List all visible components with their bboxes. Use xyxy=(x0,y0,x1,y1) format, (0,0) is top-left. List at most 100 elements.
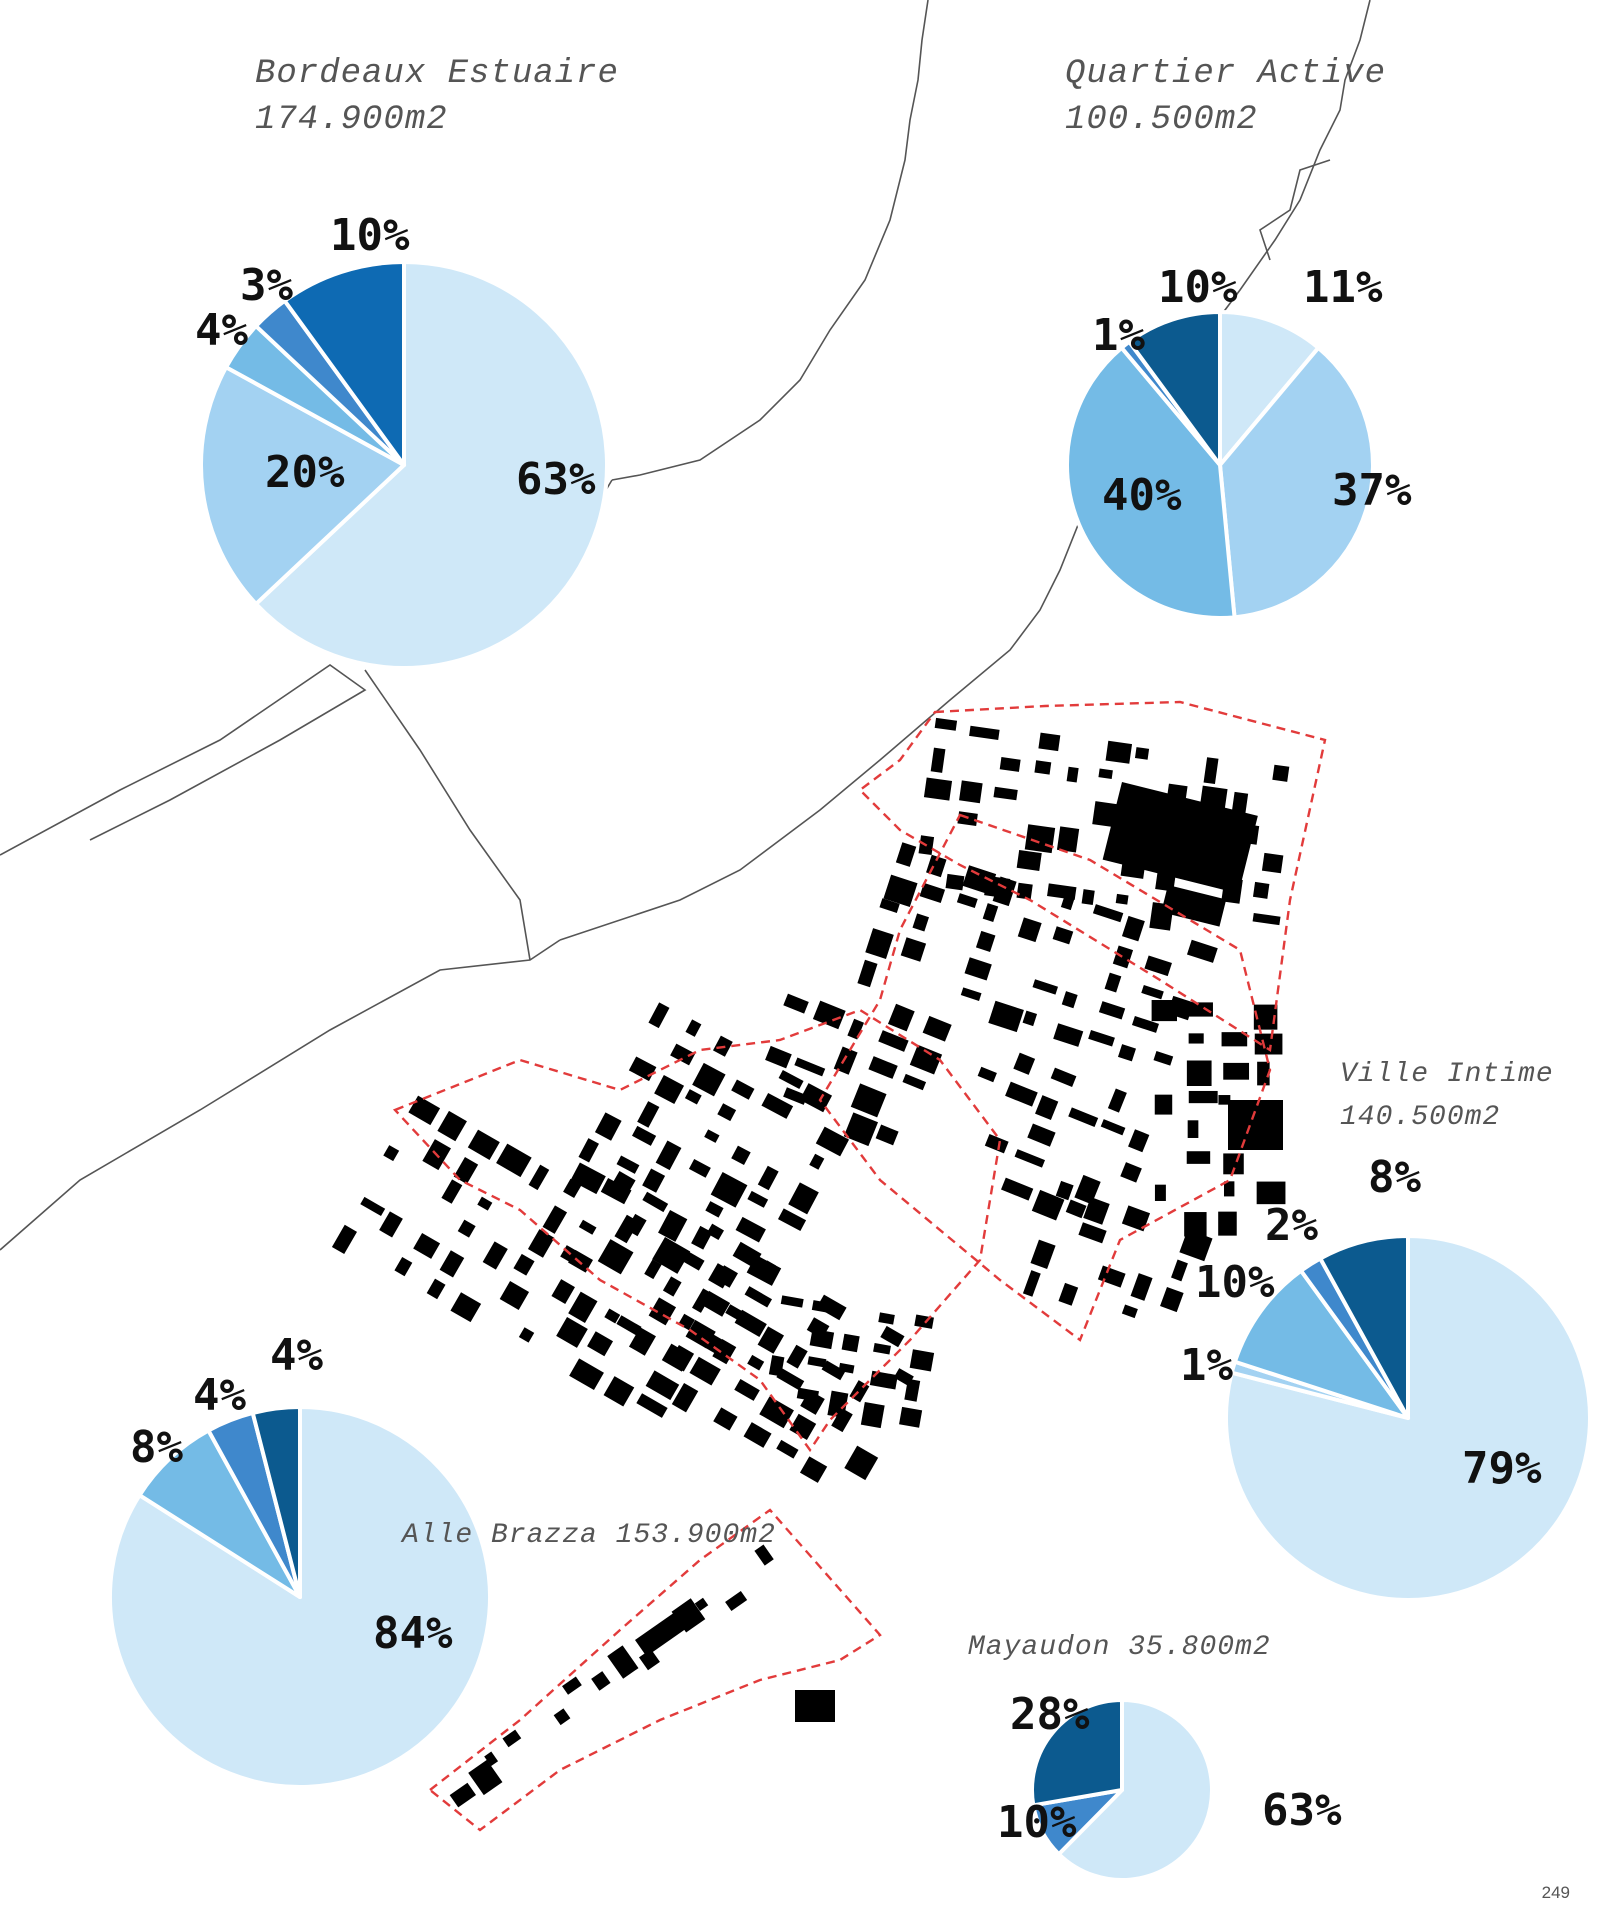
building-block xyxy=(1005,1081,1038,1107)
building-block xyxy=(865,928,894,959)
building-block xyxy=(527,1229,555,1258)
building-block xyxy=(717,1103,737,1122)
building-block xyxy=(1034,760,1052,775)
building-block xyxy=(776,1368,805,1391)
slice-label: 20% xyxy=(265,447,345,498)
building-block xyxy=(1188,1090,1218,1104)
building-block xyxy=(688,1159,711,1178)
building-block xyxy=(909,1044,943,1075)
building-block xyxy=(754,1544,774,1566)
building-block xyxy=(671,1382,699,1413)
building-block xyxy=(747,1354,765,1371)
pie-slice xyxy=(1224,1234,1592,1602)
building-block xyxy=(811,1300,837,1314)
pie-slice xyxy=(1218,310,1321,467)
zone-boundaries xyxy=(392,700,1327,1832)
building-block xyxy=(553,1708,571,1726)
building-block xyxy=(453,1156,479,1185)
building-block xyxy=(765,1045,792,1069)
pie-slice xyxy=(1056,1698,1215,1882)
building-block xyxy=(1052,926,1074,945)
slice-label: 10% xyxy=(330,210,410,261)
building-block xyxy=(568,1249,593,1273)
building-block xyxy=(1061,991,1078,1009)
building-block xyxy=(1056,826,1080,853)
building-block xyxy=(563,1178,582,1199)
pie-slice xyxy=(1218,345,1376,620)
building-block xyxy=(847,1018,864,1040)
building-block xyxy=(562,1676,582,1695)
building-block xyxy=(962,865,997,895)
building-block xyxy=(706,1223,725,1241)
river-bank-west xyxy=(611,0,929,481)
building-block xyxy=(603,1376,635,1407)
pie-slice xyxy=(254,260,609,670)
building-block xyxy=(795,1690,835,1722)
building-block xyxy=(468,1759,503,1796)
building-block xyxy=(628,1327,656,1356)
building-block xyxy=(685,1319,716,1349)
building-block xyxy=(648,1002,670,1029)
building-block xyxy=(1016,849,1042,871)
building-block xyxy=(437,1110,467,1142)
road-1 xyxy=(0,664,367,856)
slice-label: 63% xyxy=(1262,1785,1342,1836)
building-block xyxy=(909,1349,935,1372)
building-block xyxy=(743,1422,772,1448)
building-block xyxy=(757,1326,784,1354)
building-block xyxy=(1186,939,1218,963)
zone-area: 153.900m2 xyxy=(615,1520,776,1551)
building-block xyxy=(662,1276,682,1297)
building-block xyxy=(331,1224,358,1255)
building-block xyxy=(636,1393,668,1418)
slice-label: 10% xyxy=(997,1797,1077,1848)
building-block xyxy=(1083,1197,1110,1225)
boundary-alle-brazza xyxy=(428,1508,882,1832)
building-block xyxy=(1252,881,1270,899)
building-block xyxy=(821,1360,846,1381)
building-block xyxy=(1016,882,1033,900)
building-block xyxy=(747,1190,769,1208)
building-block xyxy=(734,1379,760,1401)
building-block xyxy=(1102,782,1258,894)
slice-label: 8% xyxy=(1368,1152,1421,1203)
pie-slice xyxy=(250,1405,302,1599)
building-block xyxy=(628,1056,657,1082)
zone-name: Ville Intime xyxy=(1340,1059,1554,1090)
slice-label: 4% xyxy=(195,305,248,356)
building-block xyxy=(1203,757,1219,785)
building-block xyxy=(1032,979,1059,995)
building-block xyxy=(1112,945,1134,969)
building-block xyxy=(1261,852,1284,874)
building-block xyxy=(1058,1282,1079,1306)
building-block xyxy=(731,1145,751,1166)
building-block xyxy=(1115,893,1129,905)
building-block xyxy=(383,1145,400,1162)
zone-title-bordeaux-estuaire: Bordeaux Estuaire 174.900m2 xyxy=(255,52,619,144)
building-block xyxy=(1022,1010,1038,1027)
building-block xyxy=(578,1219,597,1235)
building-block xyxy=(360,1196,386,1217)
building-block xyxy=(1098,1001,1126,1020)
building-block xyxy=(1092,904,1124,923)
pie-slice xyxy=(1127,310,1222,467)
building-block xyxy=(895,842,917,867)
building-block xyxy=(413,1233,441,1259)
building-block xyxy=(1134,747,1150,760)
building-block xyxy=(1121,1205,1151,1232)
building-block xyxy=(807,1356,827,1368)
building-block xyxy=(635,1611,688,1657)
building-block xyxy=(426,1278,446,1300)
building-block xyxy=(594,1112,622,1141)
boundary-quartier-active xyxy=(858,700,1327,1053)
pie-slice xyxy=(282,260,406,467)
building-block xyxy=(783,993,809,1014)
building-block xyxy=(611,1171,636,1194)
building-block xyxy=(900,937,927,962)
slice-label: 40% xyxy=(1102,470,1182,521)
building-block xyxy=(1121,1304,1138,1319)
building-block xyxy=(809,1328,835,1350)
building-block xyxy=(964,957,992,981)
building-block xyxy=(731,1079,755,1100)
